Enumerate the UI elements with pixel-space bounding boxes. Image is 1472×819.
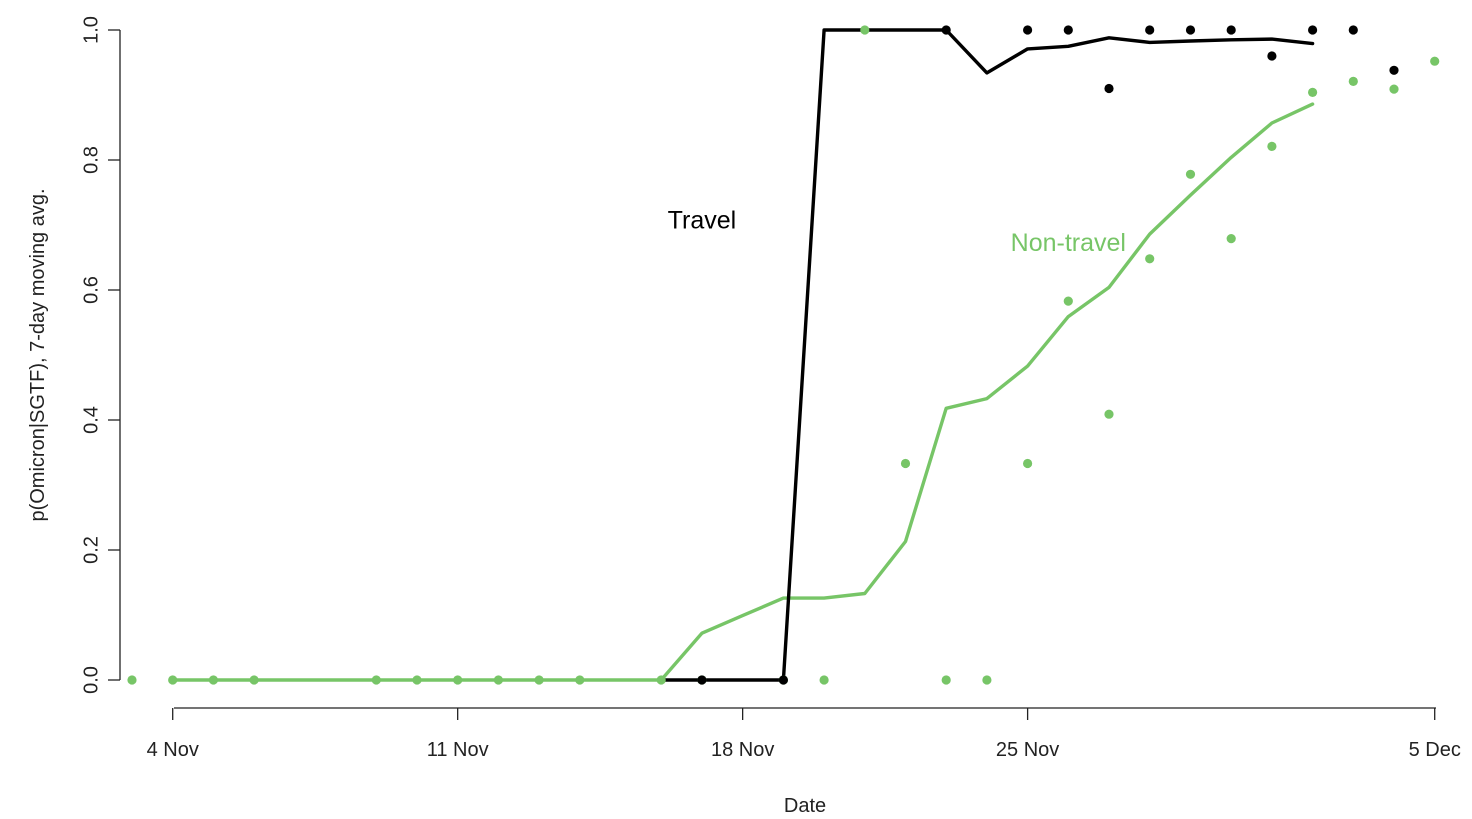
y-axis-ticks: 0.0 0.2 0.4 0.6 0.8 1.0 [80, 16, 120, 694]
travel-daily-point [1063, 25, 1073, 35]
non-travel-daily-point [127, 675, 137, 685]
non-travel-daily-point [1348, 76, 1358, 86]
non-travel-moving-average-line [170, 102, 1315, 682]
series-annotations: Travel Non-travel [668, 206, 1126, 257]
non-travel-daily-point [1145, 254, 1155, 264]
x-tick-label: 25 Nov [996, 739, 1059, 761]
x-tick-label: 11 Nov [427, 739, 489, 761]
travel-daily-point [1145, 25, 1155, 35]
series-lines [170, 28, 1315, 682]
non-travel-daily-point [453, 675, 463, 685]
non-travel-daily-point [1023, 458, 1033, 469]
non-travel-daily-point [1430, 56, 1440, 66]
x-tick-label: 4 Nov [147, 739, 199, 761]
x-axis-label: Date [784, 795, 826, 817]
axes: 0.0 0.2 0.4 0.6 0.8 1.0 4 Nov 11 Nov 18 Nov 25 N… [27, 16, 1461, 817]
non-travel-daily-point [493, 675, 503, 685]
series-points [127, 25, 1440, 685]
y-axis-label: p(Omicron|SGTF), 7-day moving avg. [27, 188, 49, 521]
non-travel-daily-point [1308, 87, 1318, 97]
non-travel-daily-point [371, 675, 381, 685]
travel-daily-point [1308, 25, 1318, 35]
non-travel-daily-point [941, 675, 951, 685]
travel-daily-point [1023, 25, 1033, 35]
non-travel-daily-point [900, 458, 911, 469]
travel-daily-point [1104, 83, 1114, 94]
non-travel-daily-point [534, 675, 544, 685]
travel-daily-point [1389, 65, 1399, 75]
non-travel-daily-point [575, 675, 585, 685]
y-tick-label: 0.2 [80, 536, 102, 564]
y-tick-label: 0.8 [80, 146, 102, 174]
non-travel-series-label: Non-travel [1011, 229, 1126, 257]
y-tick-label: 0.4 [80, 406, 102, 434]
travel-daily-point [1348, 25, 1358, 35]
non-travel-daily-point [1226, 234, 1236, 244]
non-travel-daily-point [982, 675, 992, 685]
non-travel-daily-point [1389, 84, 1399, 94]
non-travel-daily-point [168, 675, 178, 685]
travel-daily-point [1267, 51, 1277, 61]
non-travel-daily-point [819, 675, 829, 685]
x-axis-ticks: 4 Nov 11 Nov 18 Nov 25 Nov 5 Dec [147, 708, 1461, 761]
travel-daily-point [1185, 25, 1196, 35]
non-travel-daily-point [1267, 141, 1277, 151]
travel-daily-point [697, 675, 707, 685]
non-travel-daily-point [249, 675, 259, 685]
x-tick-label: 18 Nov [711, 739, 774, 761]
travel-daily-point [941, 25, 951, 35]
non-travel-daily-point [1104, 409, 1114, 419]
non-travel-daily-point [1185, 169, 1196, 179]
y-tick-label: 1.0 [80, 16, 102, 44]
y-tick-label: 0.6 [80, 276, 102, 304]
x-tick-label: 5 Dec [1409, 739, 1461, 761]
non-travel-daily-point [208, 675, 218, 685]
y-tick-label: 0.0 [80, 666, 102, 694]
travel-series-label: Travel [668, 206, 737, 234]
non-travel-daily-point [412, 675, 422, 685]
non-travel-daily-point [656, 675, 666, 685]
travel-moving-average-line [659, 28, 1315, 682]
non-travel-daily-point [1063, 296, 1073, 306]
non-travel-daily-point [860, 25, 870, 35]
travel-daily-point [1226, 25, 1236, 35]
travel-daily-point [778, 675, 789, 685]
